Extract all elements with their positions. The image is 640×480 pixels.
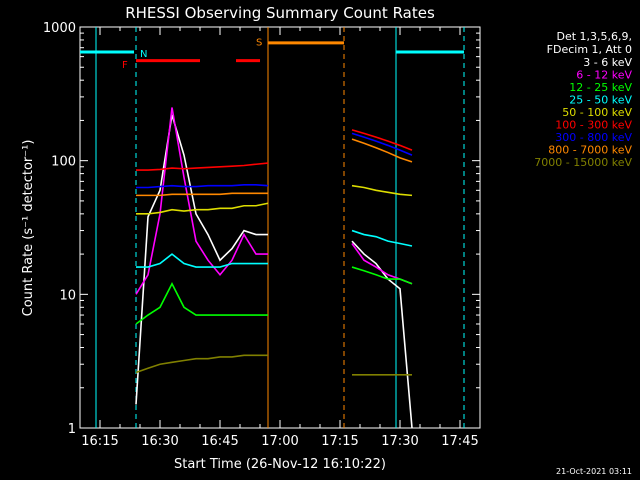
legend-entry: 7000 - 15000 keV [534, 156, 632, 169]
x-tick-label: 17:15 [321, 434, 358, 449]
legend: Det 1,3,5,6,9,FDecim 1, Att 03 - 6 keV6 … [534, 30, 632, 169]
legend-entry: 800 - 7000 keV [548, 144, 632, 157]
y-axis-label: Count Rate (s⁻¹ detector⁻¹) [21, 140, 36, 317]
saa-label: S [256, 37, 262, 48]
series-line-3-segment-2 [351, 266, 413, 285]
legend-header: Det 1,3,5,6,9, [556, 30, 632, 43]
series-line-4-segment-2 [351, 229, 413, 247]
footer-date: 21-Oct-2021 03:11 [556, 467, 632, 476]
y-tick-label: 100 [51, 155, 76, 170]
x-tick-label: 16:45 [201, 434, 238, 449]
series-line-5-segment-2 [351, 184, 413, 197]
x-tick-label: 17:00 [261, 434, 298, 449]
legend-entry: 50 - 100 keV [562, 106, 632, 119]
x-tick-label: 17:30 [381, 434, 418, 449]
series-line-3 [135, 281, 268, 325]
chart-title: RHESSI Observing Summary Count Rates [125, 4, 435, 22]
x-tick-label: 17:45 [441, 434, 478, 449]
series-line-6 [136, 162, 269, 171]
x-tick-label: 16:15 [81, 434, 118, 449]
y-tick-label: 10 [59, 288, 76, 303]
flare-label: F [122, 60, 128, 71]
series-line-7 [136, 183, 269, 189]
legend-entry: 100 - 300 keV [555, 119, 632, 132]
series-line-8 [136, 192, 268, 197]
legend-entry: 25 - 50 keV [569, 94, 632, 107]
series-line-8-segment-2 [351, 138, 413, 163]
legend-entry: 6 - 12 keV [576, 69, 632, 82]
night-label: N [140, 49, 147, 60]
y-tick-label: 1 [68, 422, 76, 437]
legend-entry: 3 - 6 keV [583, 56, 632, 69]
legend-entry: 300 - 800 keV [555, 131, 632, 144]
axis-frame [79, 26, 481, 429]
series-line-9 [135, 354, 268, 374]
series-line-6-segment-2 [351, 129, 413, 151]
x-tick-label: 16:30 [141, 434, 178, 449]
legend-entry: 12 - 25 keV [569, 81, 632, 94]
series-line-1 [135, 114, 268, 405]
series-line-2 [135, 107, 268, 295]
series-line-7-segment-2 [351, 132, 413, 156]
legend-header: FDecim 1, Att 0 [547, 43, 632, 56]
x-axis-label: Start Time (26-Nov-12 16:10:22) [174, 457, 386, 472]
plot-area: 1 10 100 1000 16:15 16:30 16:45 17:00 17:15 17:30… [43, 21, 481, 449]
series-line-5 [136, 202, 269, 215]
y-tick-label: 1000 [43, 21, 76, 36]
series-line-4 [136, 253, 268, 268]
